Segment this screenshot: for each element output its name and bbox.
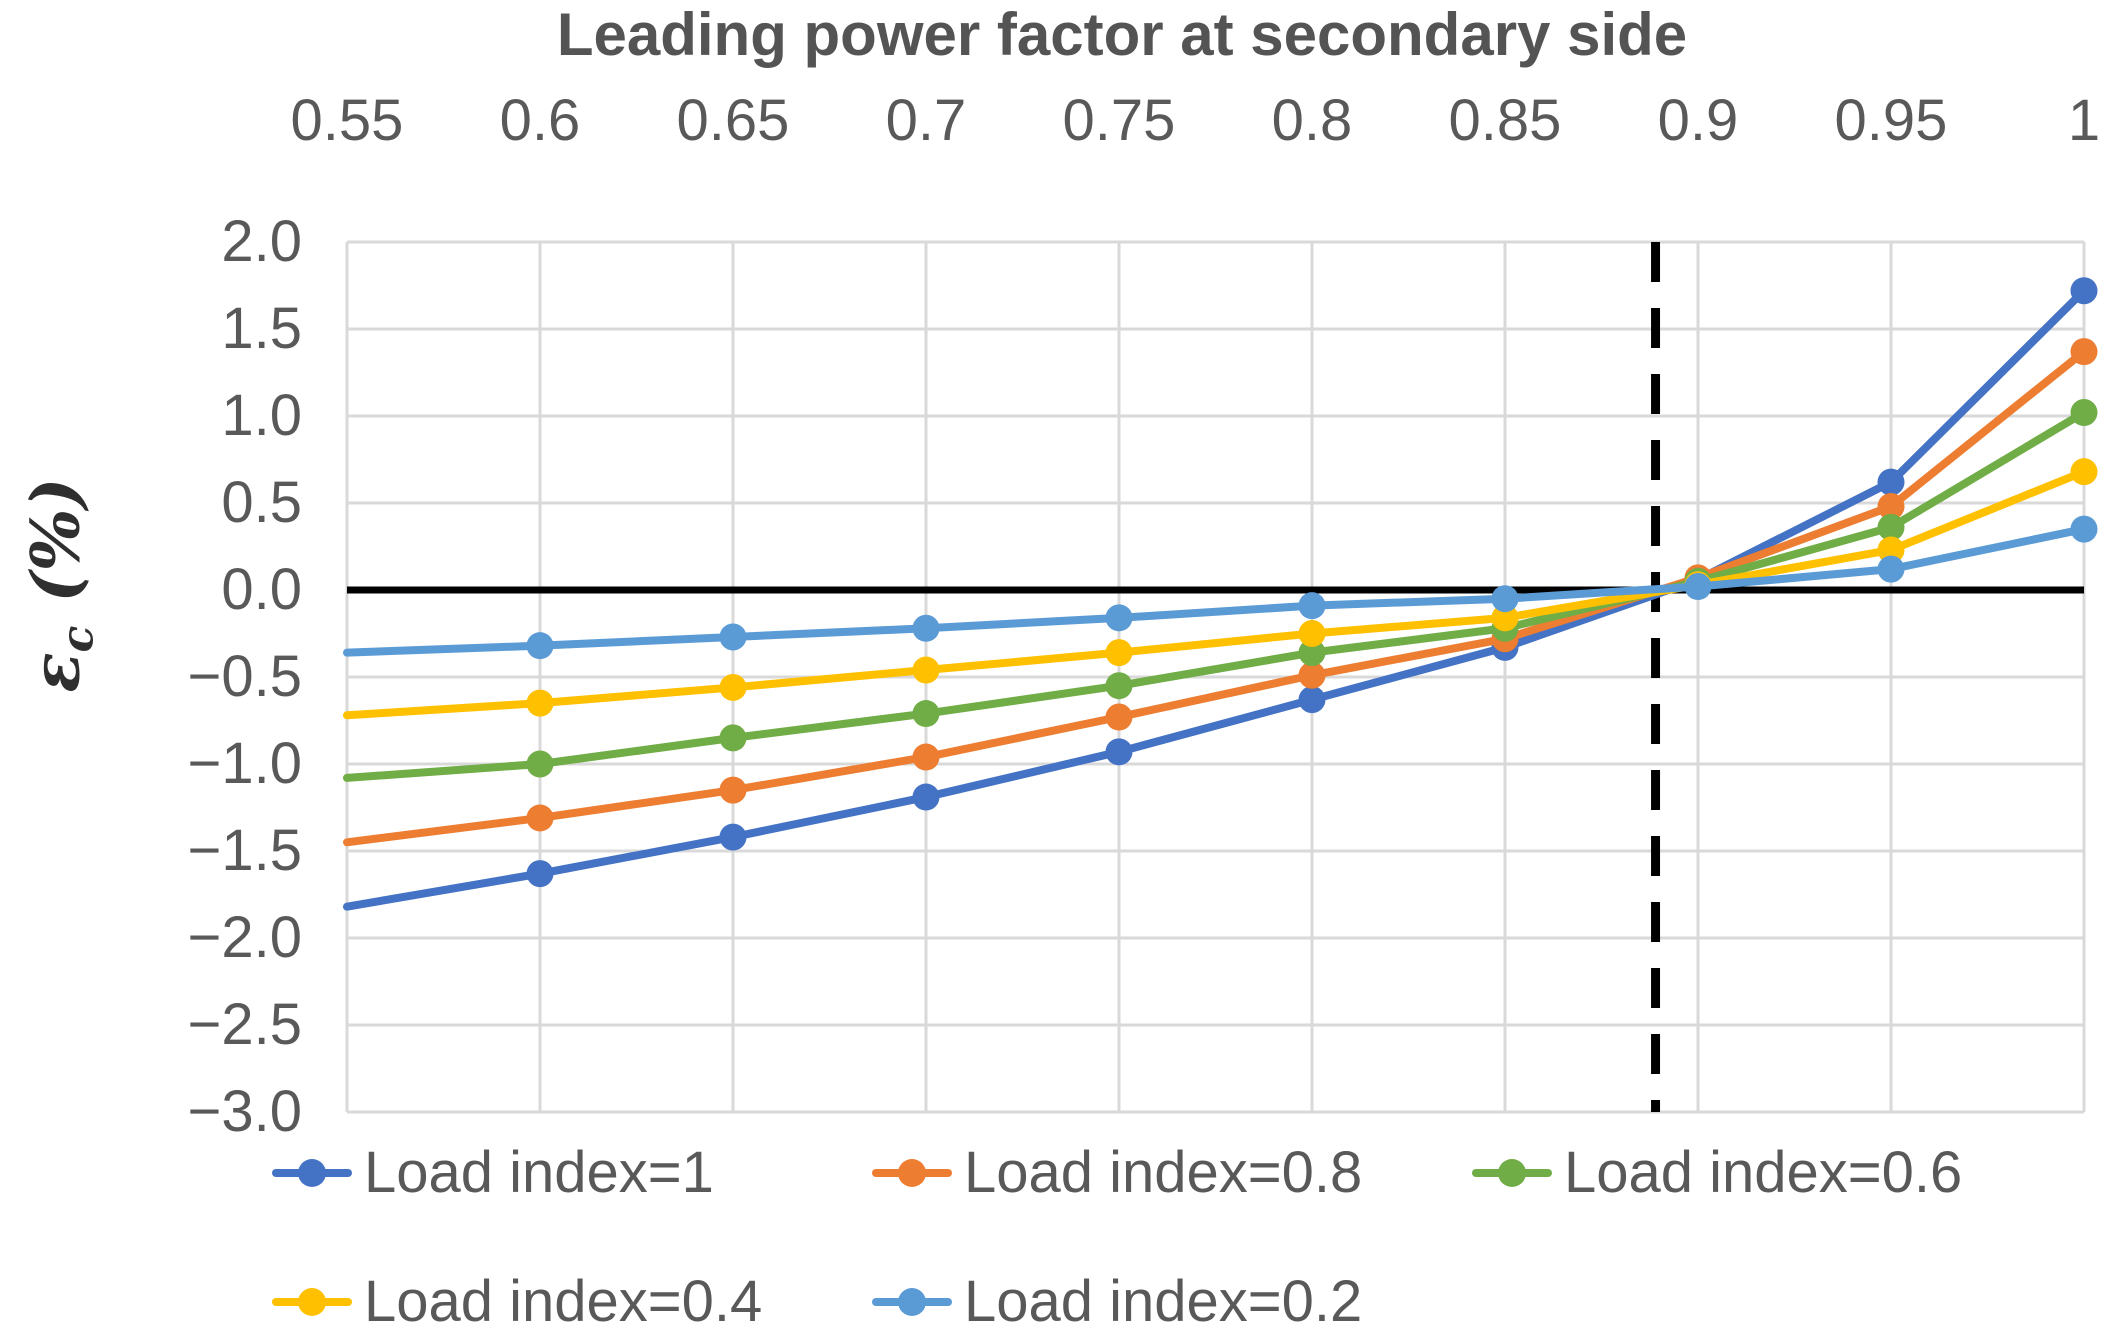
data-point-marker[interactable] — [1298, 592, 1326, 620]
series-line[interactable] — [343, 408, 2088, 782]
series-line[interactable] — [343, 467, 2088, 720]
legend-series-marker-icon — [872, 1287, 952, 1317]
y-tick-label: 1.0 — [221, 383, 302, 448]
y-tick-label: 1.5 — [221, 296, 302, 361]
series-line[interactable] — [343, 286, 2088, 911]
data-point-marker[interactable] — [1105, 604, 1133, 632]
data-point-marker[interactable] — [1105, 672, 1133, 700]
legend-series-marker-icon — [1472, 1158, 1552, 1188]
y-tick-label: 0.5 — [221, 470, 302, 535]
data-point-marker[interactable] — [526, 804, 554, 832]
legend-item[interactable]: Load index=0.2 — [872, 1269, 1362, 1334]
legend-dot-icon — [298, 1159, 326, 1187]
legend-dot-icon — [298, 1288, 326, 1316]
legend-item[interactable]: Load index=0.4 — [272, 1269, 872, 1334]
data-point-marker[interactable] — [1684, 573, 1712, 601]
x-tick-label: 0.95 — [1834, 88, 1948, 153]
legend-row: Load index=0.4 Load index=0.2 — [272, 1269, 1362, 1334]
legend-dot-icon — [1498, 1159, 1526, 1187]
y-tick-label: −1.5 — [187, 818, 303, 883]
x-tick-label: 0.6 — [499, 88, 581, 153]
data-point-marker[interactable] — [1298, 686, 1326, 714]
y-tick-label: 2.0 — [221, 209, 302, 274]
data-point-marker[interactable] — [719, 823, 747, 851]
data-point-marker[interactable] — [912, 743, 940, 771]
data-point-marker[interactable] — [1105, 639, 1133, 667]
data-point-marker[interactable] — [1877, 555, 1905, 583]
data-point-marker[interactable] — [719, 673, 747, 701]
y-tick-label: 0.0 — [221, 557, 302, 622]
x-tick-label: 0.75 — [1062, 88, 1176, 153]
y-tick-label: −3.0 — [187, 1079, 303, 1144]
data-point-marker[interactable] — [1491, 604, 1519, 632]
data-point-marker[interactable] — [1491, 585, 1519, 613]
legend-label: Load index=0.2 — [964, 1269, 1363, 1334]
data-point-marker[interactable] — [1298, 639, 1326, 667]
data-point-marker[interactable] — [526, 632, 554, 660]
x-tick-label: 0.85 — [1448, 88, 1562, 153]
data-point-marker[interactable] — [912, 783, 940, 811]
legend-series-marker-icon — [272, 1158, 352, 1188]
legend-dot-icon — [898, 1159, 926, 1187]
y-tick-label: −1.0 — [187, 731, 303, 796]
legend-item[interactable]: Load index=0.6 — [1472, 1140, 1962, 1206]
legend-series-marker-icon — [872, 1158, 952, 1188]
data-point-marker[interactable] — [526, 689, 554, 717]
legend-dot-icon — [898, 1288, 926, 1316]
legend-label: Load index=1 — [364, 1140, 714, 1205]
legend-item[interactable]: Load index=1 — [272, 1140, 872, 1206]
data-point-marker[interactable] — [2070, 515, 2098, 543]
chart-title: Leading power factor at secondary side — [556, 1, 1688, 68]
legend-label: Load index=0.6 — [1564, 1140, 1963, 1205]
x-tick-label: 0.7 — [885, 88, 967, 153]
data-point-marker[interactable] — [912, 614, 940, 642]
x-tick-label: 0.8 — [1271, 88, 1353, 153]
data-point-marker[interactable] — [1298, 661, 1326, 689]
y-tick-label: −2.5 — [187, 992, 303, 1057]
data-point-marker[interactable] — [912, 656, 940, 684]
legend-label: Load index=0.8 — [964, 1140, 1363, 1205]
data-point-marker[interactable] — [2070, 338, 2098, 366]
data-point-marker[interactable] — [1105, 738, 1133, 766]
x-tick-label: 0.9 — [1657, 88, 1739, 153]
data-point-marker[interactable] — [2070, 277, 2098, 305]
data-point-marker[interactable] — [526, 860, 554, 888]
legend-item[interactable]: Load index=0.8 — [872, 1140, 1472, 1206]
x-tick-label: 0.65 — [676, 88, 790, 153]
data-point-marker[interactable] — [2070, 399, 2098, 427]
data-point-marker[interactable] — [526, 750, 554, 778]
data-point-marker[interactable] — [719, 623, 747, 651]
data-point-marker[interactable] — [1877, 492, 1905, 520]
data-point-marker[interactable] — [912, 700, 940, 728]
y-tick-label: −2.0 — [187, 905, 303, 970]
legend-row: Load index=1 Load index=0.8 Load index=0.6 — [272, 1140, 1962, 1206]
data-point-marker[interactable] — [719, 724, 747, 752]
legend-series-marker-icon — [272, 1287, 352, 1317]
x-tick-label: 0.55 — [290, 88, 404, 153]
x-tick-label: 1 — [2067, 88, 2101, 153]
data-point-marker[interactable] — [1877, 468, 1905, 496]
series-line[interactable] — [343, 525, 2088, 657]
data-point-marker[interactable] — [1298, 620, 1326, 647]
series-line[interactable] — [343, 347, 2088, 847]
legend-label: Load index=0.4 — [364, 1269, 763, 1334]
data-point-marker[interactable] — [719, 776, 747, 804]
y-tick-label: −0.5 — [187, 644, 303, 709]
data-point-marker[interactable] — [2070, 458, 2098, 486]
data-point-marker[interactable] — [1877, 536, 1905, 564]
data-point-marker[interactable] — [1877, 513, 1905, 541]
data-point-marker[interactable] — [1105, 703, 1133, 731]
